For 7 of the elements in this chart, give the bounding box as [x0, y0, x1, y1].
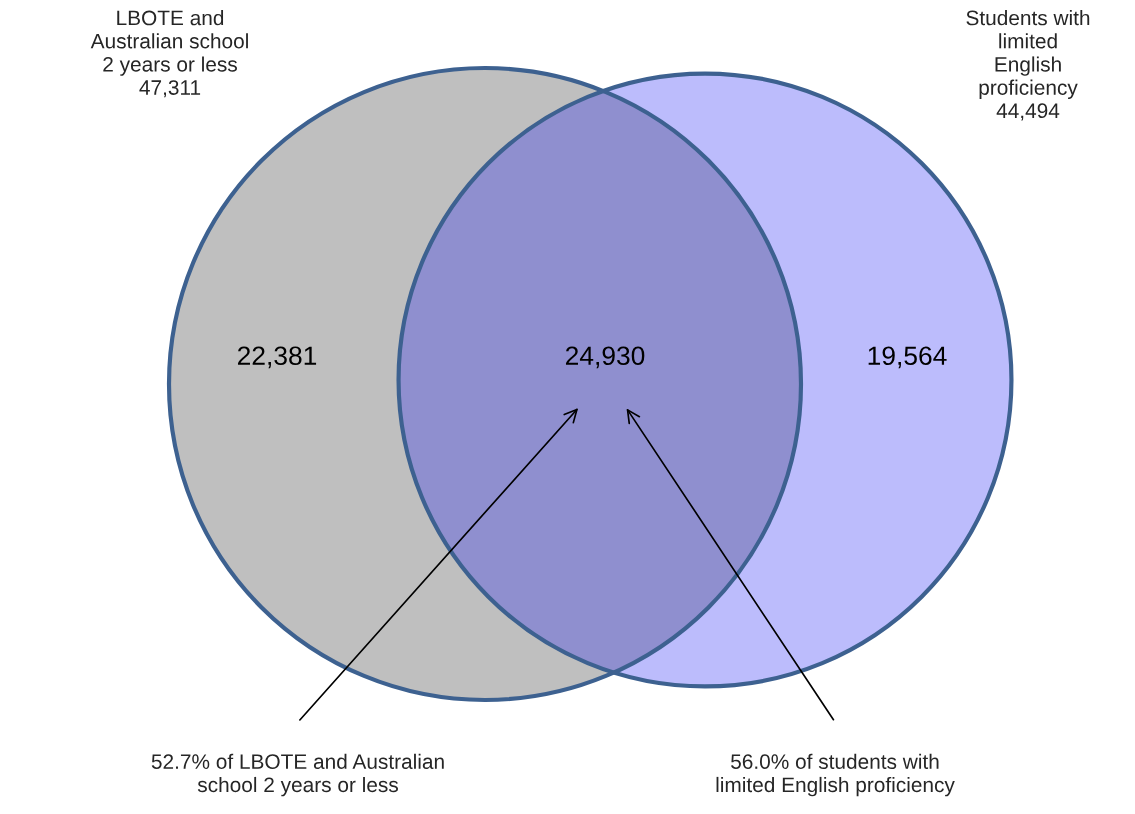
text: 52.7% of LBOTE and Australian school 2 years or less	[151, 753, 444, 797]
data-label: 19,564	[868, 346, 947, 369]
data-label: 22,381	[237, 346, 317, 369]
text: 56.0% of students with limited English proficiency	[716, 753, 955, 797]
text: LBOTE and Australian school 2 years or less 47,311	[90, 10, 248, 98]
text: Students with limited English proficiency 44,494	[966, 10, 1090, 121]
data-label: 24,930	[565, 346, 645, 369]
